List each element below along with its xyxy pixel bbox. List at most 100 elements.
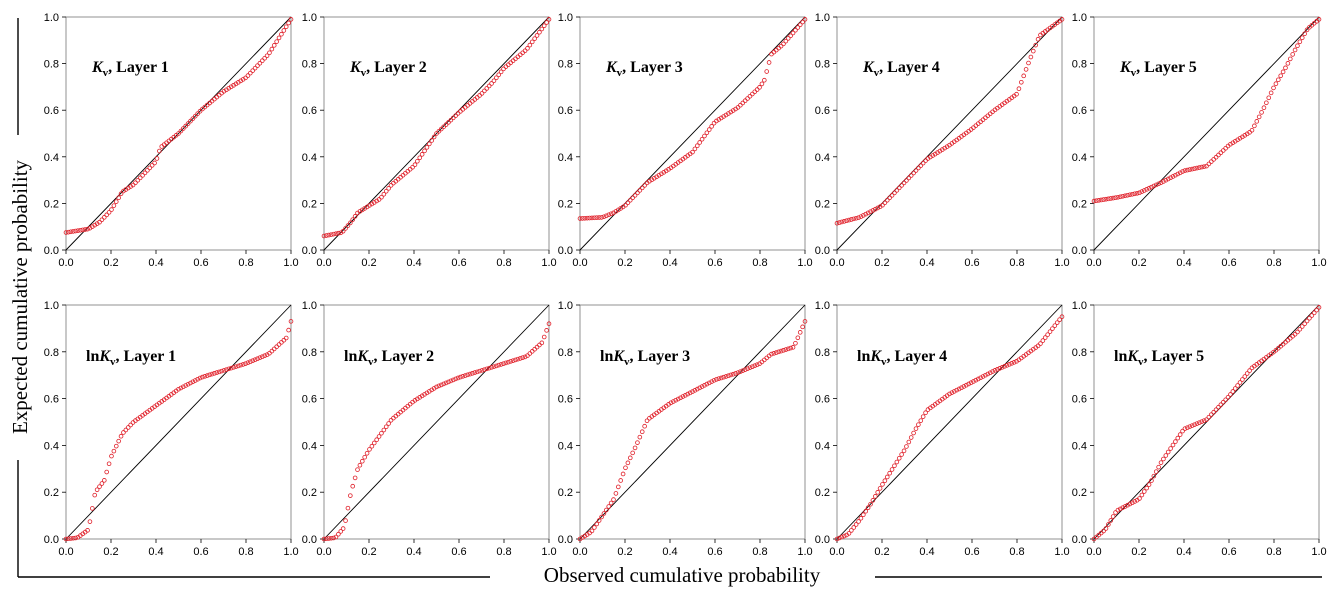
data-point bbox=[1218, 402, 1224, 408]
label-subscript: v bbox=[881, 356, 887, 368]
data-point bbox=[849, 217, 854, 222]
data-point bbox=[501, 361, 506, 366]
data-point bbox=[212, 371, 217, 376]
y-tick-label: 0.8 bbox=[558, 59, 573, 71]
data-point bbox=[236, 363, 241, 369]
data-point bbox=[1206, 161, 1212, 167]
data-point bbox=[858, 214, 864, 219]
data-point bbox=[340, 228, 346, 234]
data-point bbox=[627, 197, 633, 203]
data-point bbox=[1273, 81, 1279, 87]
data-point bbox=[386, 421, 391, 426]
data-point bbox=[880, 202, 885, 208]
label-layer: , Layer 1 bbox=[108, 59, 169, 76]
data-point bbox=[1132, 191, 1137, 197]
data-point bbox=[534, 344, 540, 350]
data-point bbox=[448, 378, 454, 384]
data-point bbox=[233, 364, 239, 369]
x-tick-label: 0.6 bbox=[707, 257, 722, 269]
data-point bbox=[592, 215, 597, 221]
data-point bbox=[735, 370, 741, 375]
data-point bbox=[340, 526, 346, 531]
data-point bbox=[606, 504, 612, 509]
data-point bbox=[73, 228, 78, 234]
data-point bbox=[882, 200, 888, 206]
data-point bbox=[865, 505, 871, 511]
data-point bbox=[1139, 189, 1145, 194]
data-point bbox=[1156, 464, 1161, 470]
data-point bbox=[369, 443, 375, 449]
data-point bbox=[506, 359, 511, 365]
data-point bbox=[1040, 338, 1046, 343]
data-point bbox=[781, 348, 786, 353]
data-point bbox=[985, 371, 991, 377]
y-tick-label: 0.6 bbox=[302, 105, 317, 117]
data-point bbox=[975, 376, 981, 382]
data-point bbox=[1235, 383, 1240, 388]
x-tick-label: 0.2 bbox=[1131, 257, 1146, 269]
data-point bbox=[704, 130, 710, 136]
plot-frame bbox=[579, 304, 806, 540]
data-point bbox=[522, 354, 528, 360]
data-point bbox=[231, 365, 236, 370]
data-point bbox=[1213, 407, 1219, 413]
data-point bbox=[66, 229, 71, 235]
panel-label: lnKv, Layer 5 bbox=[1114, 348, 1204, 368]
data-point bbox=[207, 372, 212, 378]
data-point bbox=[255, 356, 260, 362]
data-point bbox=[872, 494, 878, 499]
data-point bbox=[537, 29, 542, 35]
label-layer: , Layer 3 bbox=[622, 59, 683, 76]
data-point bbox=[63, 536, 69, 542]
data-point bbox=[1115, 194, 1121, 200]
data-point bbox=[675, 396, 681, 402]
data-point bbox=[783, 347, 789, 352]
data-point bbox=[541, 334, 547, 340]
data-point bbox=[436, 383, 442, 389]
panel-label: lnKv, Layer 2 bbox=[344, 348, 434, 368]
data-point bbox=[441, 381, 446, 387]
y-tick-label: 1.0 bbox=[44, 300, 59, 312]
data-point bbox=[625, 460, 631, 466]
data-point bbox=[892, 463, 897, 469]
data-point bbox=[78, 227, 83, 233]
y-tick-label: 0.6 bbox=[302, 394, 317, 406]
data-point bbox=[82, 227, 88, 232]
data-point bbox=[1161, 456, 1166, 462]
data-point bbox=[1163, 453, 1169, 458]
data-point bbox=[632, 193, 638, 198]
data-point bbox=[983, 372, 988, 378]
data-point bbox=[1297, 39, 1303, 45]
data-point bbox=[157, 148, 162, 154]
data-point bbox=[1266, 95, 1272, 101]
data-point bbox=[1035, 36, 1041, 42]
data-point bbox=[1134, 191, 1140, 196]
label-variable: K bbox=[1119, 59, 1132, 76]
data-point bbox=[1122, 504, 1128, 509]
x-tick-label: 0.0 bbox=[829, 546, 844, 558]
data-point bbox=[90, 506, 95, 511]
data-point bbox=[750, 91, 755, 97]
data-point bbox=[1163, 177, 1169, 183]
qq-panel-2: 0.0 0.2 0.4 0.6 0.8 1.0 0.0 0.2 0.4 0.6 0.8 1.0 Kv, … bbox=[302, 12, 557, 269]
label-variable: K bbox=[605, 59, 618, 76]
y-tick-label: 1.0 bbox=[302, 300, 317, 312]
data-point bbox=[906, 175, 912, 181]
label-variable: K bbox=[356, 348, 369, 365]
data-point bbox=[604, 213, 609, 219]
data-point bbox=[745, 366, 750, 371]
data-point bbox=[1230, 389, 1236, 394]
data-point bbox=[529, 349, 535, 354]
data-point bbox=[109, 453, 114, 459]
data-point bbox=[135, 177, 141, 183]
data-point bbox=[1297, 326, 1303, 332]
x-tick-label: 0.4 bbox=[662, 546, 677, 558]
data-point bbox=[637, 188, 643, 193]
panels-group: 0.00.20.40.60.81.00.0 0.2 0.4 0.6 0.8 1.0Kv, … bbox=[44, 12, 1327, 558]
data-point bbox=[379, 430, 384, 436]
data-point bbox=[185, 121, 191, 126]
data-point bbox=[259, 354, 265, 360]
data-point bbox=[1091, 198, 1097, 204]
label-prefix: ln bbox=[600, 348, 613, 365]
data-point bbox=[752, 363, 758, 368]
